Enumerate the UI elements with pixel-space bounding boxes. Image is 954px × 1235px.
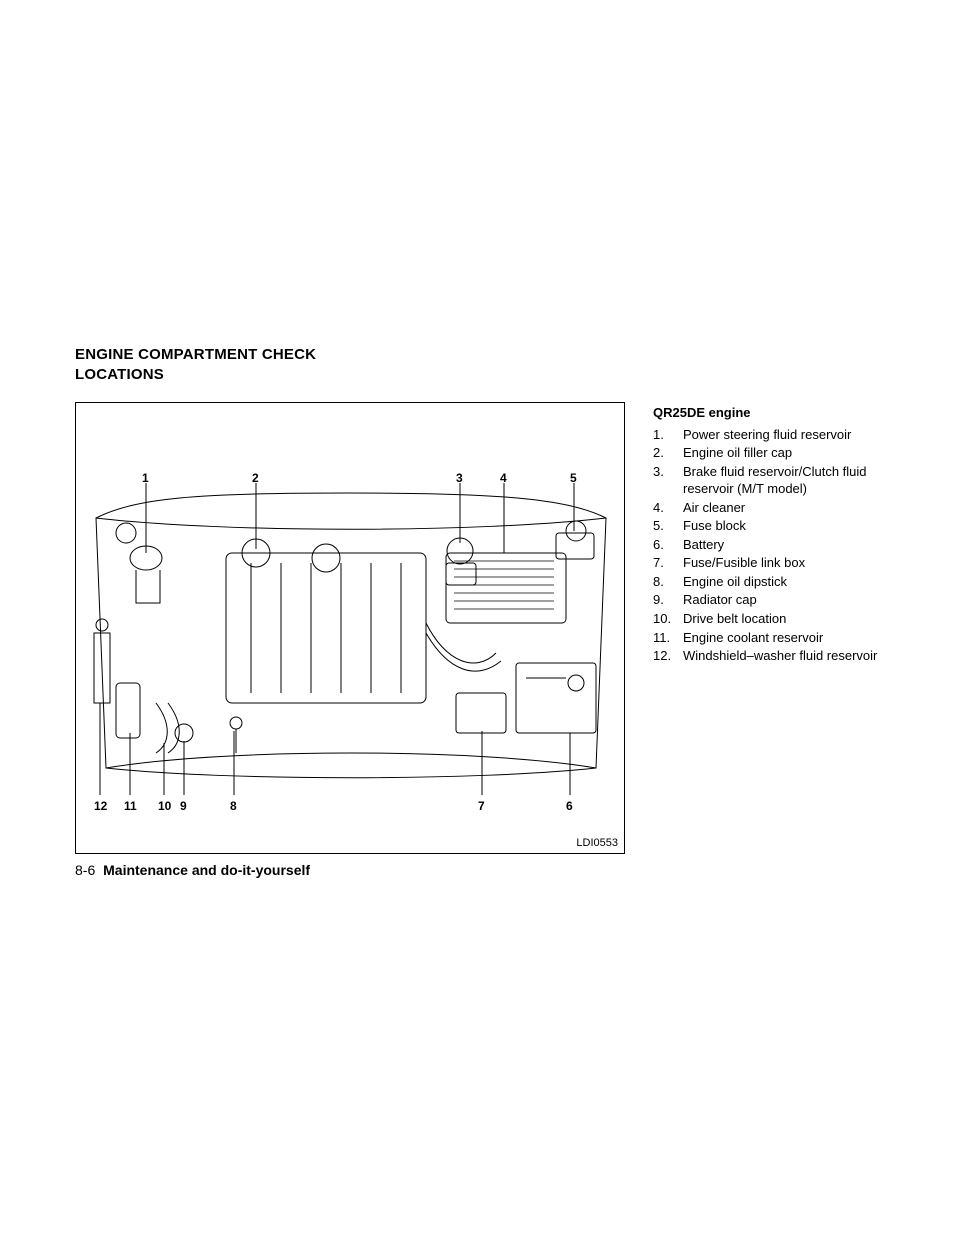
legend-item-number: 7. xyxy=(653,554,683,572)
engine-figure: 123451211109876 LDI0553 xyxy=(75,402,625,854)
legend-item-text: Fuse/Fusible link box xyxy=(683,554,805,572)
legend-item-text: Battery xyxy=(683,536,724,554)
legend-item: 1.Power steering fluid reservoir xyxy=(653,426,885,444)
legend-item-text: Drive belt location xyxy=(683,610,786,628)
legend-item-number: 3. xyxy=(653,463,683,498)
legend-item: 8.Engine oil dipstick xyxy=(653,573,885,591)
legend-item: 2.Engine oil filler cap xyxy=(653,444,885,462)
legend-item-number: 11. xyxy=(653,629,683,647)
section-title-line1: ENGINE COMPARTMENT CHECK xyxy=(75,346,316,363)
section-title-line2: LOCATIONS xyxy=(75,366,164,383)
callout-number: 10 xyxy=(158,799,171,813)
callout-number: 5 xyxy=(570,471,577,485)
page-footer: 8-6 Maintenance and do-it-yourself xyxy=(75,862,310,878)
legend-item-text: Brake fluid reservoir/Clutch fluid reser… xyxy=(683,463,885,498)
legend-item-text: Radiator cap xyxy=(683,591,757,609)
legend-item: 3.Brake fluid reservoir/Clutch fluid res… xyxy=(653,463,885,498)
legend-item-number: 12. xyxy=(653,647,683,665)
legend-item: 11.Engine coolant reservoir xyxy=(653,629,885,647)
legend: QR25DE engine 1.Power steering fluid res… xyxy=(653,402,885,666)
callout-number: 3 xyxy=(456,471,463,485)
page-number: 8-6 xyxy=(75,862,95,878)
section-title: ENGINE COMPARTMENT CHECK LOCATIONS xyxy=(75,345,885,384)
callout-number: 11 xyxy=(124,799,137,813)
figure-code: LDI0553 xyxy=(576,837,618,849)
footer-section: Maintenance and do-it-yourself xyxy=(103,862,310,878)
legend-item: 12.Windshield–washer fluid reservoir xyxy=(653,647,885,665)
legend-item-number: 5. xyxy=(653,517,683,535)
legend-item-number: 2. xyxy=(653,444,683,462)
callout-number: 12 xyxy=(94,799,107,813)
callout-number: 2 xyxy=(252,471,259,485)
callout-number: 4 xyxy=(500,471,507,485)
legend-item: 5.Fuse block xyxy=(653,517,885,535)
legend-item-text: Fuse block xyxy=(683,517,746,535)
legend-item-text: Air cleaner xyxy=(683,499,745,517)
legend-item: 6.Battery xyxy=(653,536,885,554)
legend-item-text: Power steering fluid reservoir xyxy=(683,426,851,444)
legend-item-number: 9. xyxy=(653,591,683,609)
callout-number: 8 xyxy=(230,799,237,813)
legend-item-number: 1. xyxy=(653,426,683,444)
legend-item: 7.Fuse/Fusible link box xyxy=(653,554,885,572)
legend-item: 10.Drive belt location xyxy=(653,610,885,628)
legend-item-number: 4. xyxy=(653,499,683,517)
callout-number: 7 xyxy=(478,799,485,813)
legend-list: 1.Power steering fluid reservoir2.Engine… xyxy=(653,426,885,665)
callout-number: 9 xyxy=(180,799,187,813)
engine-diagram-svg xyxy=(76,403,624,853)
legend-item-number: 10. xyxy=(653,610,683,628)
callout-number: 6 xyxy=(566,799,573,813)
legend-item-text: Engine oil dipstick xyxy=(683,573,787,591)
legend-item-number: 8. xyxy=(653,573,683,591)
legend-item: 4.Air cleaner xyxy=(653,499,885,517)
legend-item-text: Windshield–washer fluid reservoir xyxy=(683,647,877,665)
callout-number: 1 xyxy=(142,471,149,485)
legend-item-text: Engine coolant reservoir xyxy=(683,629,823,647)
legend-item: 9.Radiator cap xyxy=(653,591,885,609)
legend-title: QR25DE engine xyxy=(653,404,885,422)
legend-item-number: 6. xyxy=(653,536,683,554)
legend-item-text: Engine oil filler cap xyxy=(683,444,792,462)
